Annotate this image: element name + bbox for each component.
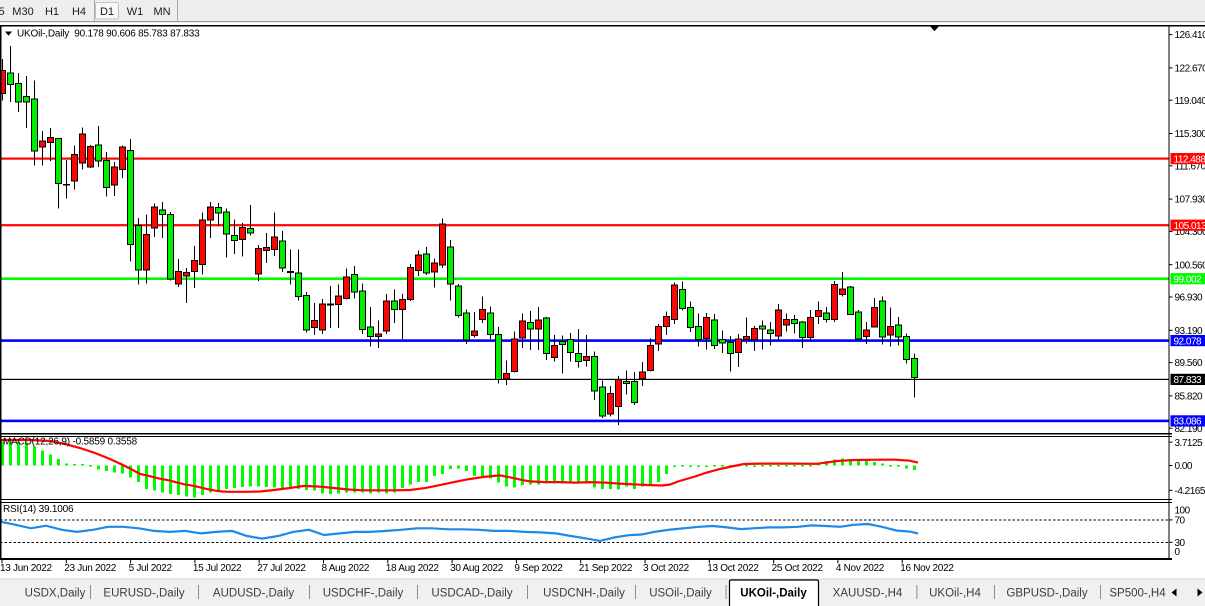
svg-text:5 Jul 2022: 5 Jul 2022 xyxy=(129,563,173,574)
svg-text:9 Sep 2022: 9 Sep 2022 xyxy=(514,563,563,574)
svg-text:0: 0 xyxy=(1175,547,1181,558)
svg-text:87.833: 87.833 xyxy=(1174,375,1203,386)
svg-text:23 Jun 2022: 23 Jun 2022 xyxy=(64,563,116,574)
svg-text:8 Aug 2022: 8 Aug 2022 xyxy=(322,563,370,574)
svg-text:16 Nov 2022: 16 Nov 2022 xyxy=(900,563,954,574)
svg-text:D1: D1 xyxy=(100,6,114,18)
svg-text:126.410: 126.410 xyxy=(1175,30,1205,41)
svg-text:18 Aug 2022: 18 Aug 2022 xyxy=(386,563,440,574)
svg-text:EURUSD-,Daily: EURUSD-,Daily xyxy=(103,588,184,600)
svg-text:MN: MN xyxy=(153,6,170,18)
svg-text:USDCAD-,Daily: USDCAD-,Daily xyxy=(431,588,512,600)
svg-text:107.930: 107.930 xyxy=(1175,195,1205,206)
svg-text:AUDUSD-,Daily: AUDUSD-,Daily xyxy=(213,588,294,600)
svg-text:100: 100 xyxy=(1175,506,1191,517)
svg-text:83.086: 83.086 xyxy=(1174,417,1203,428)
svg-text:H1: H1 xyxy=(45,6,59,18)
svg-text:70: 70 xyxy=(1175,516,1186,527)
svg-text:3 Oct 2022: 3 Oct 2022 xyxy=(643,563,690,574)
svg-text:85.820: 85.820 xyxy=(1175,392,1204,403)
svg-text:-4.2165: -4.2165 xyxy=(1175,486,1205,497)
svg-text:30: 30 xyxy=(1175,538,1186,549)
svg-text:SP500-,H4: SP500-,H4 xyxy=(1109,588,1166,600)
svg-text:RSI(14) 39.1006: RSI(14) 39.1006 xyxy=(3,504,74,515)
svg-text:13 Jun 2022: 13 Jun 2022 xyxy=(0,563,52,574)
svg-text:MACD(12,26,9) -0.5859 0.3558: MACD(12,26,9) -0.5859 0.3558 xyxy=(3,437,138,448)
svg-text:4 Nov 2022: 4 Nov 2022 xyxy=(836,563,885,574)
svg-text:25 Oct 2022: 25 Oct 2022 xyxy=(772,563,824,574)
svg-text:99.002: 99.002 xyxy=(1174,275,1203,286)
svg-text:UKOil-,Daily 90.178 90.606 85: UKOil-,Daily 90.178 90.606 85.783 87.833 xyxy=(17,29,200,40)
svg-text:USDCHF-,Daily: USDCHF-,Daily xyxy=(323,588,404,600)
svg-text:100.560: 100.560 xyxy=(1175,260,1205,271)
svg-text:105.013: 105.013 xyxy=(1174,221,1205,232)
svg-text:H4: H4 xyxy=(72,6,86,18)
svg-text:W1: W1 xyxy=(127,6,144,18)
svg-text:USOil-,Daily: USOil-,Daily xyxy=(649,588,712,600)
svg-text:UKOil-,Daily: UKOil-,Daily xyxy=(740,588,807,600)
svg-text:112.488: 112.488 xyxy=(1174,154,1205,165)
svg-text:15 Jul 2022: 15 Jul 2022 xyxy=(193,563,242,574)
svg-text:5: 5 xyxy=(0,6,5,18)
svg-text:0.00: 0.00 xyxy=(1175,461,1193,472)
svg-text:89.560: 89.560 xyxy=(1175,358,1204,369)
svg-text:USDX,Daily: USDX,Daily xyxy=(25,588,86,600)
svg-text:30 Aug 2022: 30 Aug 2022 xyxy=(450,563,504,574)
svg-text:XAUUSD-,H4: XAUUSD-,H4 xyxy=(833,588,903,600)
svg-text:UKOil-,H4: UKOil-,H4 xyxy=(929,588,981,600)
svg-text:3.7125: 3.7125 xyxy=(1175,438,1204,449)
svg-text:122.670: 122.670 xyxy=(1175,64,1205,75)
svg-text:M30: M30 xyxy=(12,6,33,18)
svg-text:27 Jul 2022: 27 Jul 2022 xyxy=(257,563,306,574)
svg-text:119.040: 119.040 xyxy=(1175,96,1205,107)
svg-text:104.300: 104.300 xyxy=(1175,227,1205,238)
svg-text:93.190: 93.190 xyxy=(1175,326,1204,337)
svg-text:USDCNH-,Daily: USDCNH-,Daily xyxy=(543,588,625,600)
svg-text:92.078: 92.078 xyxy=(1174,336,1203,347)
svg-text:111.670: 111.670 xyxy=(1175,161,1205,172)
svg-text:GBPUSD-,Daily: GBPUSD-,Daily xyxy=(1006,588,1087,600)
svg-text:82.190: 82.190 xyxy=(1175,424,1204,435)
svg-text:115.300: 115.300 xyxy=(1175,129,1205,140)
svg-text:21 Sep 2022: 21 Sep 2022 xyxy=(579,563,633,574)
svg-text:96.930: 96.930 xyxy=(1175,293,1204,304)
svg-text:13 Oct 2022: 13 Oct 2022 xyxy=(707,563,759,574)
